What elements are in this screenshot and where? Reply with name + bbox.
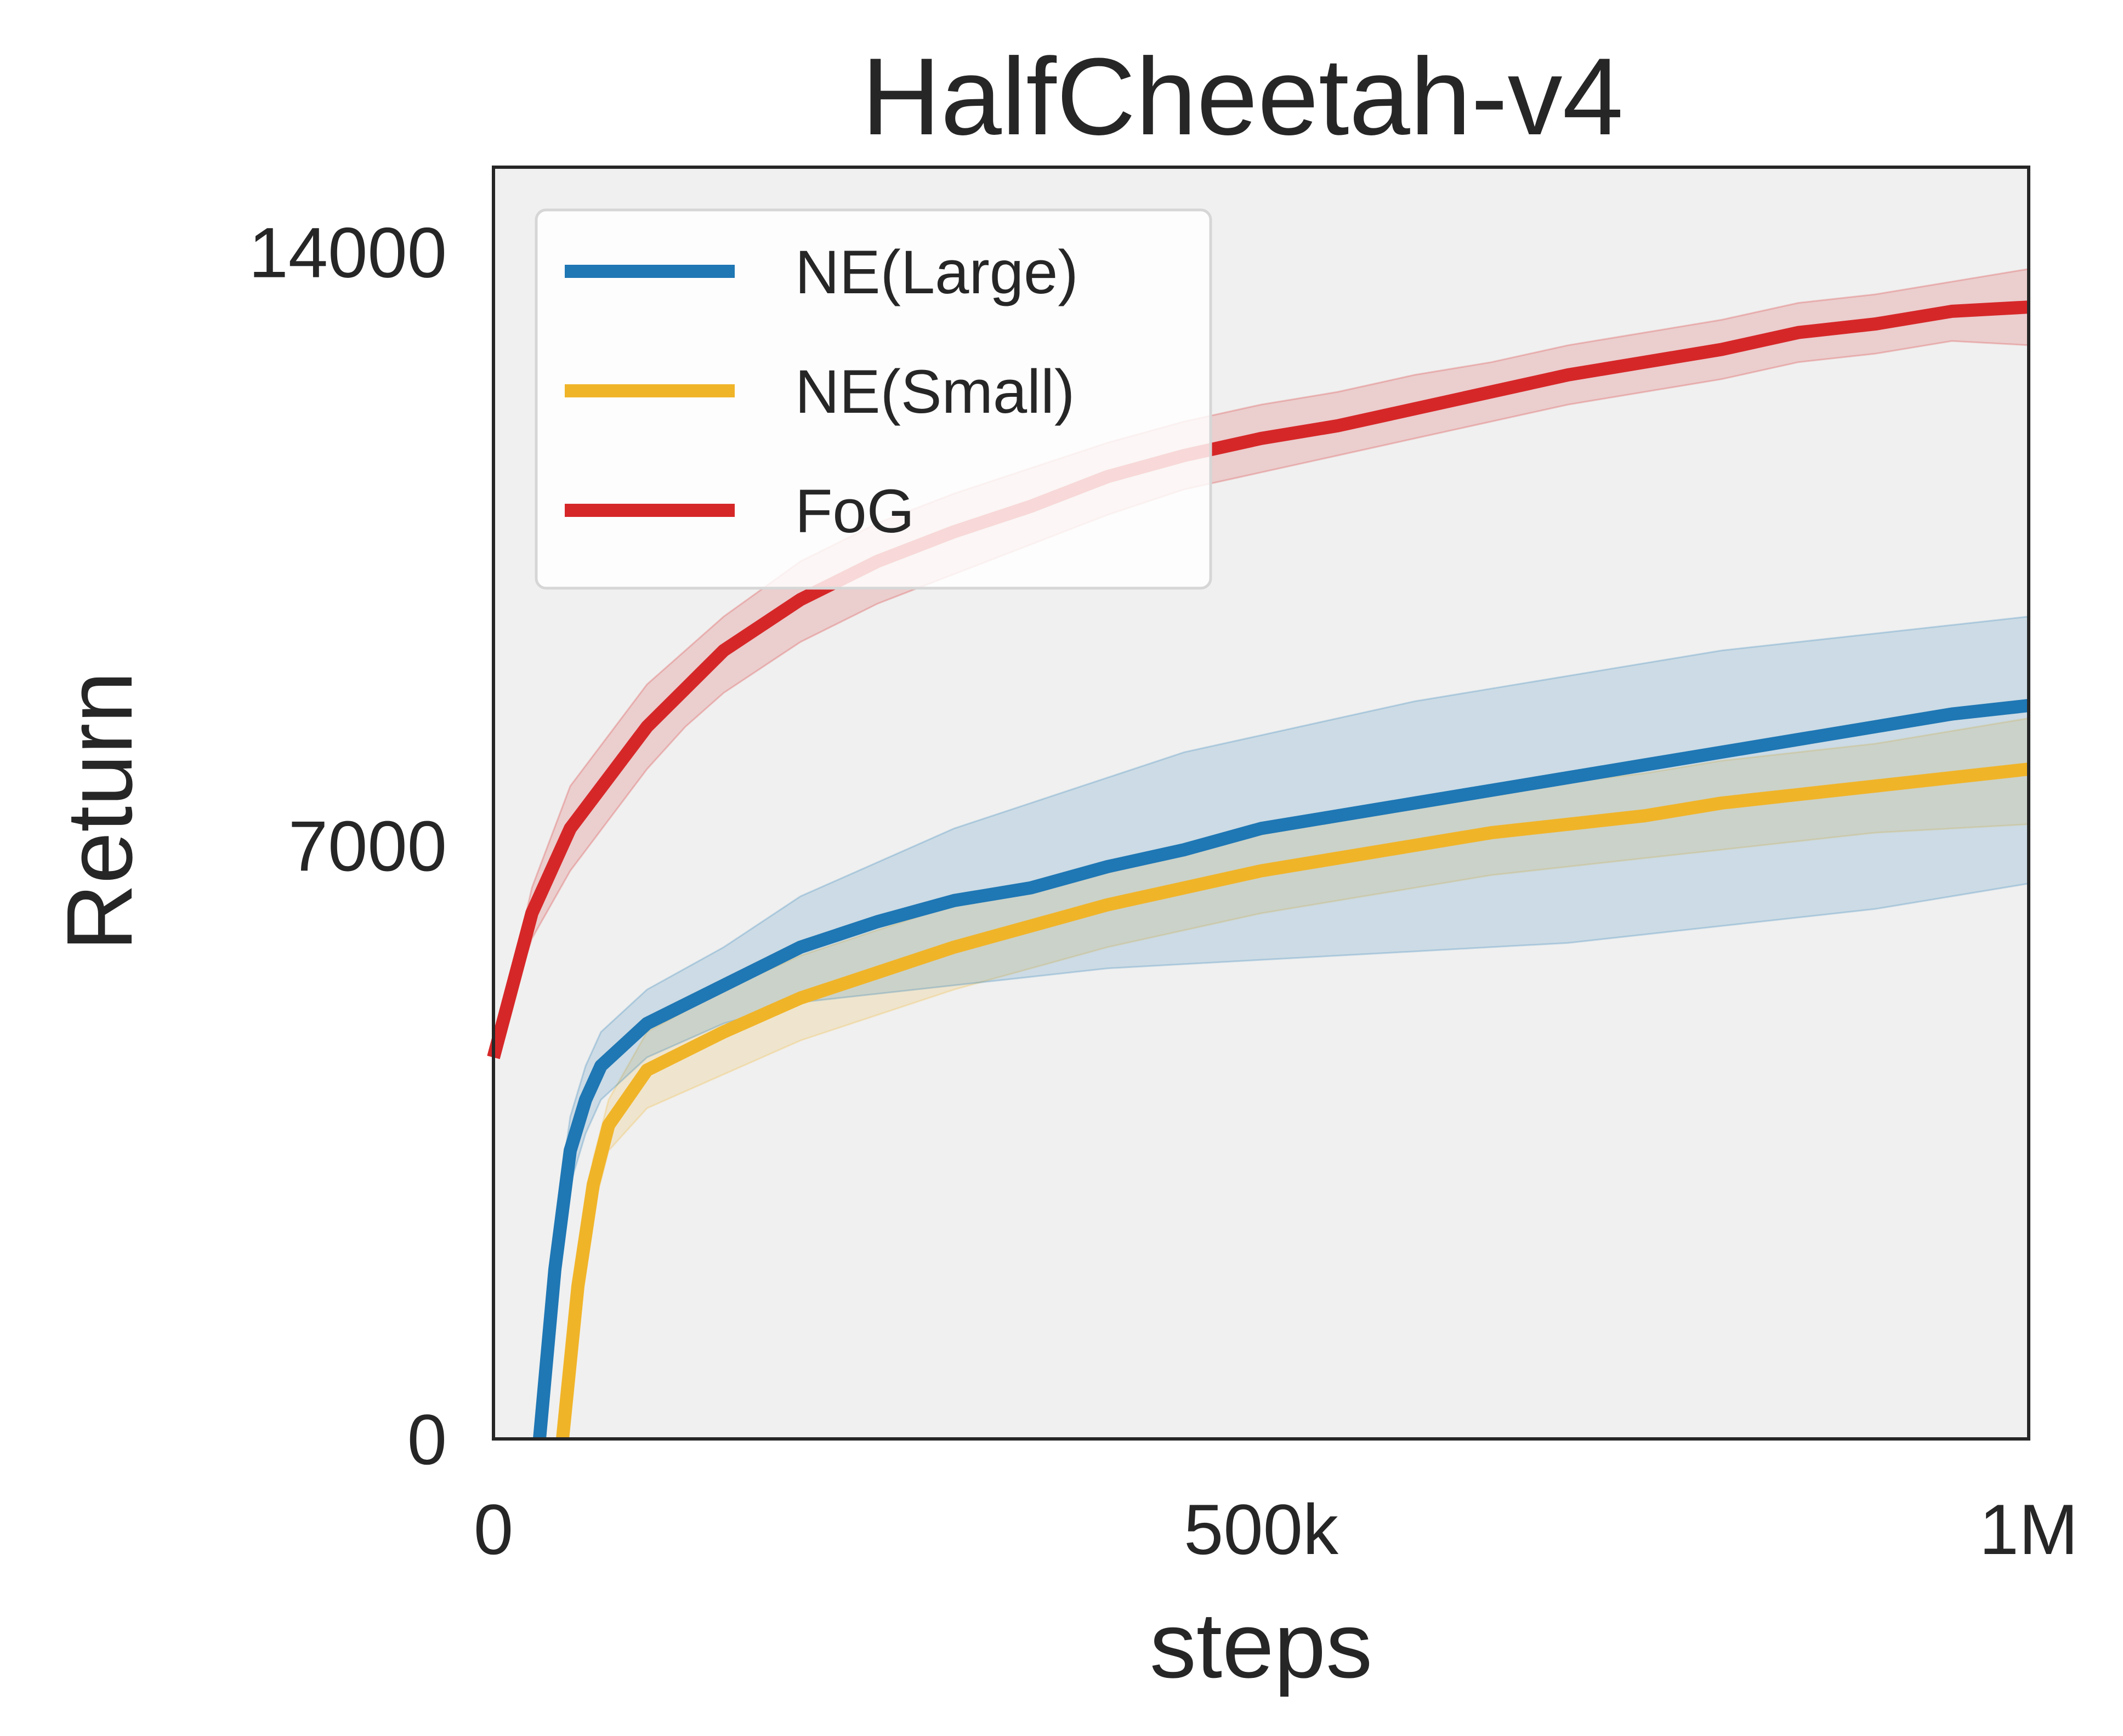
x-tick-label: 500k bbox=[1184, 1489, 1339, 1569]
legend-label-ne-large: NE(Large) bbox=[795, 238, 1078, 306]
plot-area-frame bbox=[492, 166, 2030, 1441]
ne-large-line bbox=[533, 699, 2030, 1440]
x-tick-label: 0 bbox=[474, 1489, 513, 1569]
x-tick-label: 1M bbox=[1979, 1489, 2079, 1569]
ne-small-line bbox=[556, 762, 2030, 1440]
legend: NE(Large) NE(Small) FoG bbox=[535, 208, 1212, 590]
y-tick-label: 14000 bbox=[249, 213, 447, 293]
y-tick-label: 0 bbox=[407, 1399, 447, 1479]
y-tick-label: 7000 bbox=[288, 806, 447, 886]
x-axis-label: steps bbox=[1150, 1593, 1372, 1698]
chart-title: HalfCheetah-v4 bbox=[861, 36, 1624, 158]
y-axis-label: Return bbox=[48, 671, 152, 951]
legend-label-fog: FoG bbox=[795, 477, 915, 545]
legend-label-ne-small: NE(Small) bbox=[795, 357, 1075, 426]
legend-box bbox=[535, 208, 1212, 590]
x-axis-ticks: 0 500k 1M bbox=[474, 1489, 2078, 1569]
y-axis-ticks: 0 7000 14000 bbox=[249, 213, 447, 1479]
